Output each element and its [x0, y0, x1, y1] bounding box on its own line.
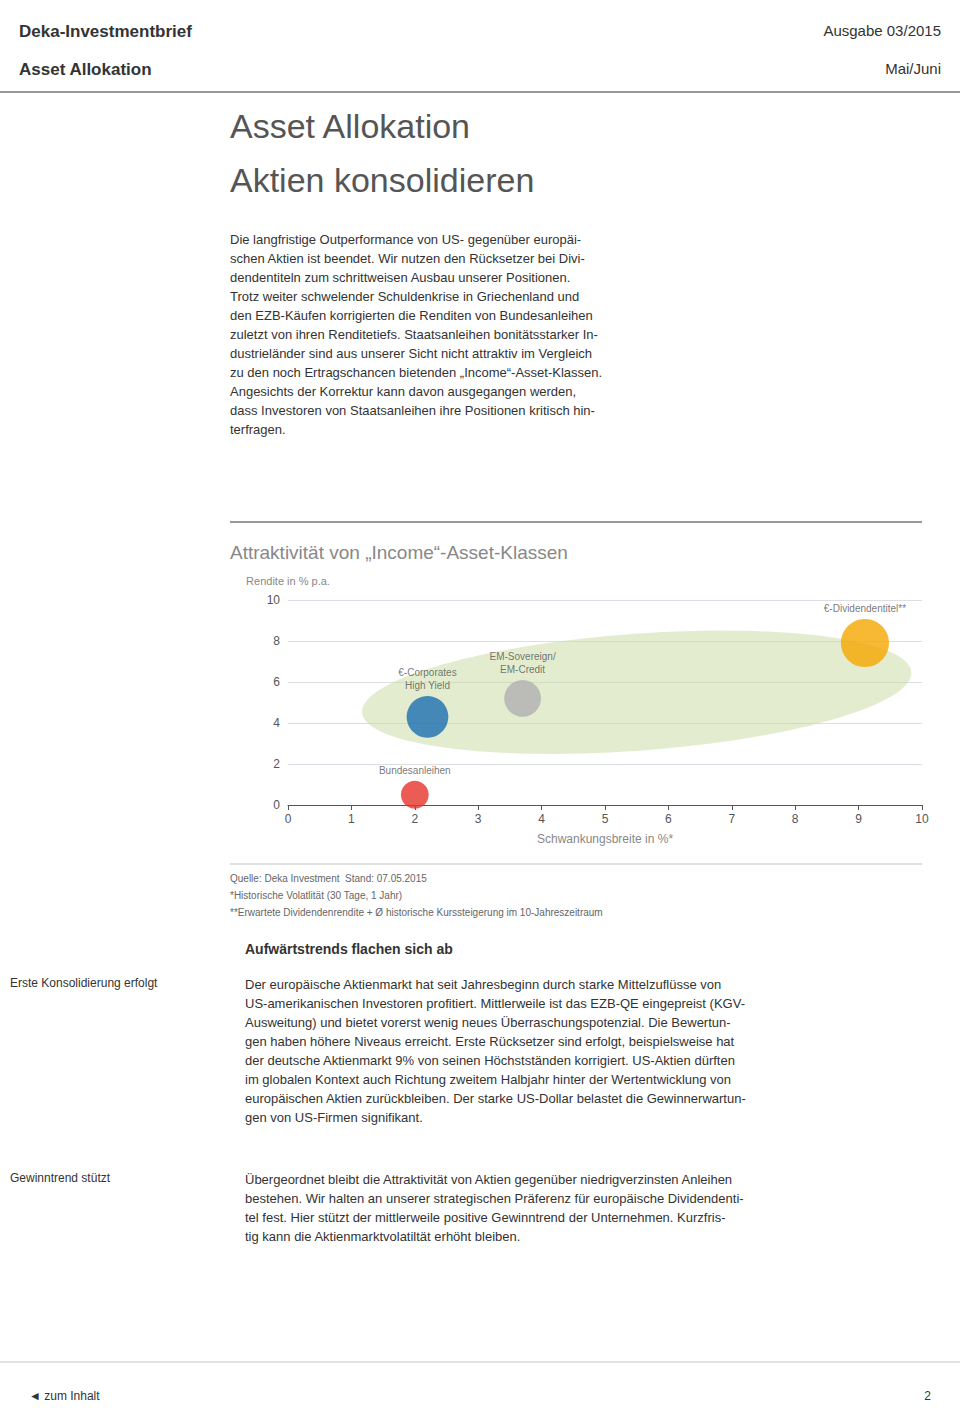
svg-text:US-amerikanischen Investoren p: US-amerikanischen Investoren profitiert.… — [245, 996, 745, 1011]
svg-text:EM-Credit: EM-Credit — [500, 664, 545, 675]
svg-text:6: 6 — [273, 675, 280, 689]
svg-text:Bundesanleihen: Bundesanleihen — [379, 765, 451, 776]
svg-text:Die langfristige Outperformanc: Die langfristige Outperformance von US- … — [230, 232, 581, 247]
svg-text:◄ zum Inhalt: ◄ zum Inhalt — [29, 1389, 100, 1403]
svg-text:€-Corporates: €-Corporates — [398, 667, 456, 678]
svg-text:2: 2 — [411, 812, 418, 826]
svg-text:Quelle: Deka Investment Stand: Quelle: Deka Investment Stand: 07.05.201… — [230, 873, 427, 884]
svg-text:Ausgabe 03/2015: Ausgabe 03/2015 — [823, 22, 941, 39]
svg-text:Rendite in % p.a.: Rendite in % p.a. — [246, 575, 330, 587]
svg-text:*Historische Volatlität (30 Ta: *Historische Volatlität (30 Tage, 1 Jahr… — [230, 890, 402, 901]
svg-text:4: 4 — [273, 716, 280, 730]
svg-text:Angesichts der Korrektur kann: Angesichts der Korrektur kann davon ausg… — [230, 384, 576, 399]
svg-text:7: 7 — [728, 812, 735, 826]
svg-text:Asset Allokation: Asset Allokation — [19, 60, 152, 79]
svg-text:im globalen Kontext auch Richt: im globalen Kontext auch Richtung zweite… — [245, 1072, 731, 1087]
svg-text:tig kann die Aktienmarktvolati: tig kann die Aktienmarktvolatiltät erhöh… — [245, 1229, 520, 1244]
svg-text:Aktien konsolidieren: Aktien konsolidieren — [230, 161, 534, 199]
svg-text:8: 8 — [792, 812, 799, 826]
svg-text:dendentiteln zum schrittweisen: dendentiteln zum schrittweisen Ausbau un… — [230, 270, 570, 285]
svg-text:europäischen Aktien zurückblei: europäischen Aktien zurückbleiben. Der s… — [245, 1091, 746, 1106]
svg-text:9: 9 — [855, 812, 862, 826]
svg-text:tel fest. Hier stützt der mitt: tel fest. Hier stützt der mittlerweile p… — [245, 1210, 725, 1225]
svg-text:EM-Sovereign/: EM-Sovereign/ — [490, 651, 556, 662]
svg-text:gen haben höhere Niveaus errei: gen haben höhere Niveaus erreicht. Erste… — [245, 1034, 735, 1049]
svg-text:schen Aktien ist beendet. Wir: schen Aktien ist beendet. Wir nutzen den… — [230, 251, 585, 266]
svg-text:Schwankungsbreite in %*: Schwankungsbreite in %* — [537, 832, 673, 846]
svg-text:5: 5 — [602, 812, 609, 826]
svg-text:Deka-Investmentbrief: Deka-Investmentbrief — [19, 22, 192, 41]
svg-text:den EZB-Käufen korrigierten di: den EZB-Käufen korrigierten die Renditen… — [230, 308, 593, 323]
svg-text:Mai/Juni: Mai/Juni — [885, 60, 941, 77]
svg-text:2: 2 — [273, 757, 280, 771]
svg-text:zu den noch Ertragschancen bie: zu den noch Ertragschancen bietenden „In… — [230, 365, 602, 380]
svg-text:0: 0 — [273, 798, 280, 812]
svg-text:Erste Konsolidierung erfolgt: Erste Konsolidierung erfolgt — [10, 976, 158, 990]
svg-text:10: 10 — [267, 593, 281, 607]
svg-text:10: 10 — [915, 812, 929, 826]
svg-text:Asset Allokation: Asset Allokation — [230, 107, 470, 145]
svg-text:bestehen. Wir halten an unsere: bestehen. Wir halten an unserer strategi… — [245, 1191, 744, 1206]
svg-text:gen von US-Firmen signifikant.: gen von US-Firmen signifikant. — [245, 1110, 423, 1125]
svg-text:€-Dividendentitel**: €-Dividendentitel** — [824, 603, 906, 614]
svg-text:dass Investoren von Staatsanle: dass Investoren von Staatsanleihen ihre … — [230, 403, 595, 418]
svg-text:8: 8 — [273, 634, 280, 648]
svg-text:Trotz weiter schwelender Schul: Trotz weiter schwelender Schuldenkrise i… — [230, 289, 579, 304]
svg-text:2: 2 — [924, 1389, 931, 1403]
svg-text:Der europäische Aktienmarkt ha: Der europäische Aktienmarkt hat seit Jah… — [245, 977, 721, 992]
svg-text:Gewinntrend stützt: Gewinntrend stützt — [10, 1171, 111, 1185]
svg-text:Aufwärtstrends flachen sich ab: Aufwärtstrends flachen sich ab — [245, 941, 453, 957]
svg-text:Übergeordnet bleibt die Attrak: Übergeordnet bleibt die Attraktivität vo… — [245, 1172, 732, 1187]
svg-text:High Yield: High Yield — [405, 680, 450, 691]
svg-text:dustrieländer sind aus unserer: dustrieländer sind aus unserer Sicht nic… — [230, 346, 592, 361]
svg-text:6: 6 — [665, 812, 672, 826]
svg-text:0: 0 — [285, 812, 292, 826]
svg-text:zuletzt von ihren Renditetiefs: zuletzt von ihren Renditetiefs. Staatsan… — [230, 327, 598, 342]
svg-text:Attraktivität von „Income“-Ass: Attraktivität von „Income“-Asset-Klassen — [230, 542, 568, 563]
svg-text:der deutsche Aktienmarkt 9% vo: der deutsche Aktienmarkt 9% von seinen H… — [245, 1053, 735, 1068]
svg-text:1: 1 — [348, 812, 355, 826]
svg-text:4: 4 — [538, 812, 545, 826]
svg-text:3: 3 — [475, 812, 482, 826]
svg-text:terfragen.: terfragen. — [230, 422, 286, 437]
svg-text:**Erwartete Dividendenrendite: **Erwartete Dividendenrendite + Ø histor… — [230, 907, 603, 918]
svg-text:Ausweitung) und bietet vorerst: Ausweitung) und bietet vorerst wenig neu… — [245, 1015, 731, 1030]
